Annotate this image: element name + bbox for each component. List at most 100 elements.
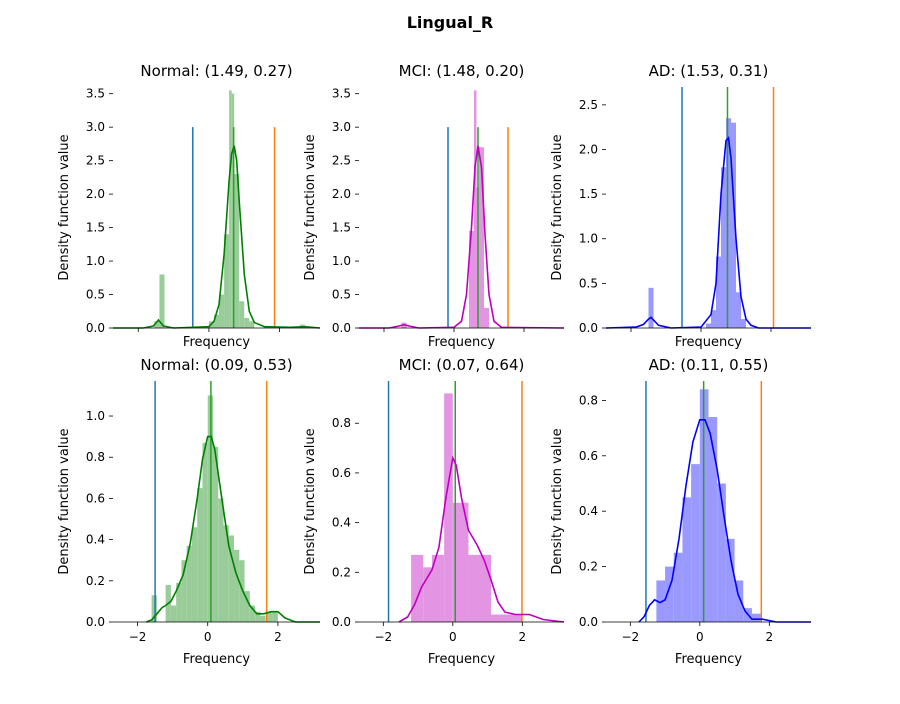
x-axis-label: Frequency — [675, 335, 742, 350]
y-tick-label: 0.8 — [332, 416, 351, 430]
y-tick-label: 0.5 — [332, 288, 351, 302]
x-tick-label: −2 — [374, 630, 392, 644]
histogram-bar — [706, 323, 711, 328]
histogram-bar — [249, 605, 256, 622]
y-tick-label: 2.0 — [86, 187, 105, 201]
histogram-bar — [468, 554, 492, 622]
histogram-bar — [159, 274, 165, 328]
subplot-title: Normal: (1.49, 0.27) — [140, 62, 292, 80]
y-tick-label: 0.2 — [332, 565, 351, 579]
x-tick-label: 0 — [449, 630, 457, 644]
histogram-bar — [154, 321, 160, 328]
histogram-bar — [239, 560, 245, 622]
histogram-bar — [452, 502, 469, 622]
x-tick-label: 2 — [274, 630, 282, 644]
x-tick-label: 0 — [696, 630, 704, 644]
histogram-bar — [469, 230, 474, 328]
x-axis-label: Frequency — [428, 335, 495, 350]
y-axis-label: Density function value — [550, 428, 565, 574]
y-tick-label: 0.6 — [332, 466, 351, 480]
histogram-bar — [181, 560, 187, 622]
y-tick-label: 2.5 — [579, 98, 598, 112]
y-tick-label: 0.6 — [86, 491, 105, 505]
y-tick-label: 1.5 — [332, 221, 351, 235]
histogram-bar — [474, 90, 477, 328]
histogram-bar — [648, 287, 654, 328]
x-tick-label: 0 — [204, 630, 212, 644]
y-axis-label: Density function value — [57, 134, 72, 280]
histogram-bar — [170, 605, 177, 622]
x-axis-label: Frequency — [183, 652, 250, 667]
y-tick-label: 3.5 — [332, 87, 351, 101]
histogram-bar — [260, 615, 266, 622]
y-tick-label: 2.0 — [579, 142, 598, 156]
subplot-title: AD: (1.53, 0.31) — [649, 62, 769, 80]
histogram-bar — [202, 442, 208, 622]
kde-curve — [113, 145, 321, 329]
y-tick-label: 1.0 — [86, 254, 105, 268]
y-tick-label: 1.0 — [86, 409, 105, 423]
histogram-bar — [491, 614, 523, 622]
y-tick-label: 0.4 — [579, 504, 598, 518]
histogram-bar — [234, 174, 240, 328]
histogram-bar — [736, 292, 741, 328]
histogram-bar — [267, 611, 273, 622]
histogram-bar — [219, 294, 225, 328]
y-tick-label: 0.5 — [579, 276, 598, 290]
subplot-title: AD: (0.11, 0.55) — [649, 356, 769, 374]
histogram-bar — [656, 580, 666, 622]
x-tick-label: −2 — [621, 630, 639, 644]
subplot-2: 0.0 0.5 1.0 1.5 2.0 2.5 3.0 3.5 MCI: (1.48, 0.20… — [303, 62, 565, 350]
histogram-bar — [228, 535, 235, 622]
histogram-bar — [431, 554, 445, 622]
x-tick-label: 2 — [765, 630, 773, 644]
y-tick-label: 0.6 — [579, 449, 598, 463]
histogram-bar — [244, 317, 250, 328]
histogram-bar — [272, 611, 278, 622]
histogram-bar — [218, 498, 224, 622]
kde-curve — [359, 145, 565, 329]
histogram-bar — [479, 147, 484, 328]
y-tick-label: 0.8 — [86, 450, 105, 464]
subplot-4: 0.0 0.2 0.4 0.6 0.8 1.0 −2 0 2 Normal: (0.09, 0.5… — [57, 356, 320, 667]
x-axis-label: Frequency — [183, 335, 250, 350]
y-tick-label: 3.5 — [86, 87, 105, 101]
subplot-5: 0.0 0.2 0.4 0.6 0.8 −2 0 2 MCI: (0.07, 0.64) Freq… — [303, 356, 565, 667]
subplot-title: Normal: (0.09, 0.53) — [140, 356, 292, 374]
histogram-bar — [234, 549, 240, 622]
histogram-bar — [673, 552, 683, 622]
y-tick-label: 3.0 — [332, 120, 351, 134]
histogram-bar — [213, 314, 220, 328]
y-tick-label: 0.0 — [579, 615, 598, 629]
histogram-bar — [717, 483, 726, 622]
y-axis-label: Density function value — [303, 134, 318, 280]
histogram-bar — [665, 566, 674, 622]
histogram-bar — [223, 525, 229, 622]
y-axis-label: Density function value — [550, 134, 565, 280]
kde-curve — [605, 136, 811, 329]
histogram-bar — [244, 591, 250, 622]
subplot-6: 0.0 0.2 0.4 0.6 0.8 −2 0 2 AD: (0.11, 0.55) Frequ… — [550, 356, 811, 667]
histogram-bar — [716, 256, 721, 328]
histogram-bar — [751, 613, 761, 622]
histogram-bar — [186, 545, 192, 622]
y-tick-label: 0.4 — [332, 516, 351, 530]
x-tick-label: −2 — [129, 630, 147, 644]
histogram-bar — [176, 582, 182, 622]
y-tick-label: 1.0 — [332, 254, 351, 268]
kde-curve — [398, 455, 565, 623]
y-tick-label: 1.0 — [579, 232, 598, 246]
histogram-bar — [682, 497, 692, 622]
histogram-bar — [711, 310, 716, 328]
subplot-3: 0.0 0.5 1.0 1.5 2.0 2.5 AD: (1.53, 0.31) Freque… — [550, 62, 811, 350]
histogram-bar — [484, 307, 489, 328]
histogram-bar — [191, 527, 198, 622]
histogram-bar — [691, 464, 700, 622]
histogram-bar — [231, 93, 235, 328]
histogram-bar — [725, 538, 735, 622]
x-tick-label: 2 — [518, 630, 526, 644]
histogram-bar — [741, 319, 746, 328]
y-tick-label: 0.4 — [86, 533, 105, 547]
y-tick-label: 0.2 — [86, 574, 105, 588]
